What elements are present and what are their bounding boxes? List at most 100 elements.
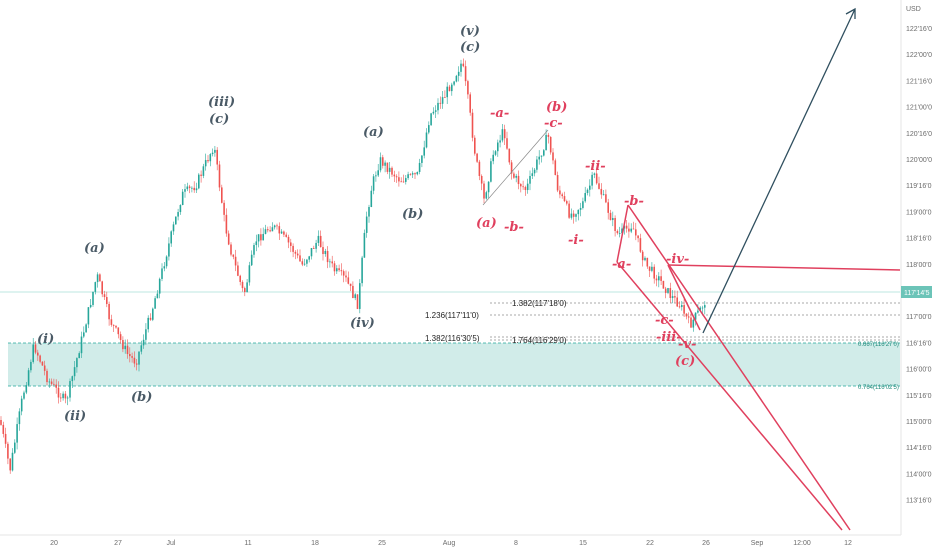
candle-body (349, 283, 352, 286)
candle-body (193, 187, 195, 191)
candle-body (260, 234, 262, 241)
candle-body (556, 175, 559, 191)
candle-body (513, 173, 515, 178)
wave-label-c2: (c) (460, 40, 480, 55)
x-tick-label: 15 (579, 540, 587, 547)
y-tick-label: 121'00'0 (906, 105, 932, 112)
candle-body (112, 324, 115, 326)
candle-body (609, 212, 612, 221)
candle-body (483, 183, 485, 199)
candle-body (7, 443, 9, 459)
candle-body (188, 186, 191, 189)
candle-body (471, 112, 474, 138)
candle-body (253, 245, 255, 255)
candle-body (69, 381, 71, 398)
candle-body (273, 225, 276, 228)
y-tick-label: 122'00'0 (906, 52, 932, 59)
candle-body (308, 256, 310, 260)
wave-label-red-c-paren: (c) (675, 354, 695, 369)
candle-body (64, 393, 67, 399)
candle-body (43, 365, 46, 371)
candle-body (110, 319, 113, 325)
candle-body (593, 173, 596, 175)
candle-body (621, 228, 623, 234)
candle-body (646, 257, 649, 267)
candle-body (25, 385, 28, 393)
candle-body (87, 307, 90, 325)
candle-body (363, 232, 366, 258)
candle-body (60, 397, 62, 399)
candle-body (690, 317, 692, 328)
candle-body (448, 86, 451, 92)
candle-body (16, 424, 18, 443)
candle-body (53, 383, 55, 385)
candle-body (681, 305, 683, 307)
candle-body (48, 381, 51, 383)
candle-body (340, 270, 343, 272)
y-tick-label: 114'16'0 (906, 445, 932, 452)
demand-zone (8, 343, 900, 386)
x-tick-label: 12 (844, 540, 852, 547)
x-tick-label: 20 (50, 540, 58, 547)
candle-body (131, 356, 133, 358)
candle-body (651, 266, 653, 271)
y-tick-label: 121'16'0 (906, 78, 932, 85)
y-tick-label: 116'16'0 (906, 340, 932, 347)
y-tick-label: 116'00'0 (906, 367, 932, 374)
candle-body (211, 152, 214, 155)
arrow-shaft (702, 8, 856, 334)
last-price-text: 117'14'5 (904, 290, 930, 297)
wave-label-ii: (ii) (64, 409, 86, 424)
wave-label-b1: (b) (131, 390, 152, 405)
candle-body (644, 257, 646, 261)
candle-body (704, 305, 706, 308)
candle-body (170, 231, 172, 244)
x-tick-label: Jul (167, 540, 176, 547)
candle-body (586, 189, 589, 194)
candle-body (432, 111, 435, 114)
candle-body (692, 319, 695, 328)
candle-body (501, 129, 504, 141)
candle-body (600, 188, 603, 195)
wave-label-red-iii: -iii- (656, 330, 682, 345)
candle-body (639, 238, 642, 252)
candle-body (529, 175, 531, 184)
wave-label-red-ii: -ii- (585, 159, 606, 174)
candle-body (699, 307, 701, 311)
candle-body (444, 97, 446, 98)
candle-body (32, 344, 34, 362)
channel-lower-line (616, 261, 843, 531)
candle-body (283, 231, 285, 235)
candle-body (241, 281, 244, 289)
candle-body (225, 214, 228, 234)
candle-body (135, 363, 138, 365)
candle-body (694, 312, 697, 320)
candle-body (395, 176, 398, 178)
candle-body (660, 276, 662, 281)
candle-body (554, 160, 557, 176)
candle-body (552, 152, 554, 161)
candle-body (455, 75, 458, 82)
wave-label-red-b2: -b- (624, 194, 644, 209)
candle-body (561, 194, 563, 197)
candle-body (324, 250, 327, 255)
candle-body (359, 283, 361, 309)
candle-body (23, 392, 25, 399)
candle-body (547, 134, 550, 137)
candle-body (106, 297, 108, 305)
wave-label-b2: (b) (402, 207, 423, 222)
candle-body (161, 268, 163, 279)
candle-body (290, 242, 292, 246)
candle-body (584, 193, 586, 202)
candle-body (540, 155, 543, 157)
candle-body (474, 137, 476, 154)
candle-body (255, 241, 258, 246)
candle-body (92, 291, 94, 305)
projection-arrow (702, 7, 856, 334)
candle-body (423, 147, 425, 156)
wave-label-red-a2: -a- (612, 257, 631, 272)
candle-body (96, 274, 99, 283)
candle-body (278, 226, 281, 234)
candle-body (674, 296, 676, 298)
candle-body (175, 216, 177, 225)
